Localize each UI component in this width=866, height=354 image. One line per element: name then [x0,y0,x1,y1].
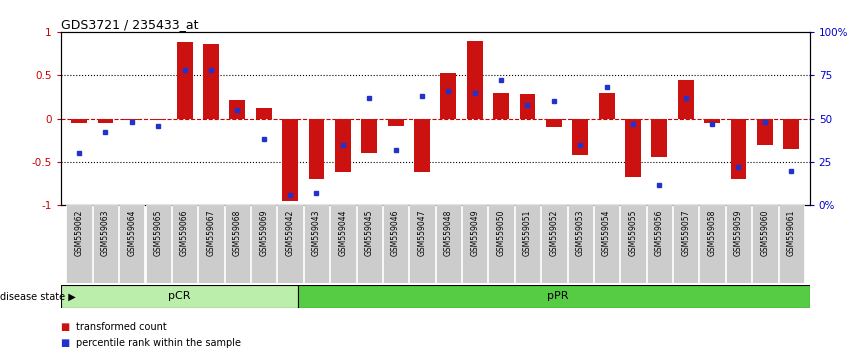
Bar [98,119,113,123]
Bar [203,44,219,119]
Text: GSM559056: GSM559056 [655,209,664,256]
Text: GSM559049: GSM559049 [470,209,479,256]
Text: GDS3721 / 235433_at: GDS3721 / 235433_at [61,18,198,31]
Text: GSM559065: GSM559065 [153,209,163,256]
Bar [255,108,272,119]
Text: GSM559047: GSM559047 [417,209,426,256]
Text: GSM559061: GSM559061 [786,209,796,256]
Bar [177,42,192,119]
Text: transformed count: transformed count [76,322,167,332]
FancyBboxPatch shape [304,205,329,283]
Text: GSM559046: GSM559046 [391,209,400,256]
Text: GSM559048: GSM559048 [444,209,453,256]
Text: GSM559060: GSM559060 [760,209,769,256]
FancyBboxPatch shape [67,205,92,283]
FancyBboxPatch shape [172,205,197,283]
FancyBboxPatch shape [488,205,514,283]
Text: pCR: pCR [168,291,191,302]
FancyBboxPatch shape [462,205,488,283]
Text: GSM559064: GSM559064 [127,209,136,256]
Text: GSM559053: GSM559053 [576,209,585,256]
FancyBboxPatch shape [357,205,382,283]
Text: GSM559063: GSM559063 [101,209,110,256]
Text: GSM559052: GSM559052 [549,209,559,256]
Text: GSM559051: GSM559051 [523,209,532,256]
Text: ■: ■ [61,322,70,332]
Text: pPR: pPR [547,291,569,302]
Bar [678,80,694,119]
Bar [388,119,404,126]
Bar [308,119,325,179]
Bar [625,119,641,177]
FancyBboxPatch shape [594,205,619,283]
FancyBboxPatch shape [567,205,593,283]
FancyBboxPatch shape [753,205,778,283]
Bar [572,119,588,155]
Bar [229,99,245,119]
Bar [441,74,456,119]
Text: GSM559069: GSM559069 [259,209,268,256]
FancyBboxPatch shape [514,205,540,283]
Bar [335,119,351,172]
FancyBboxPatch shape [120,205,145,283]
Bar [651,119,668,157]
Bar [757,119,772,144]
FancyBboxPatch shape [673,205,698,283]
FancyBboxPatch shape [436,205,461,283]
Text: GSM559067: GSM559067 [206,209,216,256]
Bar [784,119,799,149]
FancyBboxPatch shape [198,205,223,283]
Text: GSM559059: GSM559059 [734,209,743,256]
Bar [704,119,720,123]
FancyBboxPatch shape [383,205,408,283]
Bar [494,93,509,119]
Text: disease state ▶: disease state ▶ [0,291,75,302]
FancyBboxPatch shape [145,205,171,283]
FancyBboxPatch shape [277,205,303,283]
Text: GSM559044: GSM559044 [339,209,347,256]
Bar [520,94,535,119]
Text: GSM559066: GSM559066 [180,209,189,256]
Text: percentile rank within the sample: percentile rank within the sample [76,338,242,348]
FancyBboxPatch shape [224,205,250,283]
Text: GSM559045: GSM559045 [365,209,374,256]
Bar [731,119,746,179]
FancyBboxPatch shape [726,205,751,283]
Text: GSM559068: GSM559068 [233,209,242,256]
FancyBboxPatch shape [298,285,810,308]
FancyBboxPatch shape [647,205,672,283]
FancyBboxPatch shape [61,285,298,308]
FancyBboxPatch shape [700,205,725,283]
Text: GSM559058: GSM559058 [708,209,717,256]
Text: GSM559043: GSM559043 [312,209,321,256]
FancyBboxPatch shape [779,205,804,283]
Text: GSM559050: GSM559050 [496,209,506,256]
Bar [151,119,166,120]
FancyBboxPatch shape [620,205,646,283]
Text: GSM559055: GSM559055 [629,209,637,256]
FancyBboxPatch shape [410,205,435,283]
Text: ■: ■ [61,338,70,348]
Text: GSM559054: GSM559054 [602,209,611,256]
Text: GSM559057: GSM559057 [682,209,690,256]
FancyBboxPatch shape [251,205,276,283]
Bar [282,119,298,201]
FancyBboxPatch shape [330,205,356,283]
Bar [361,119,377,153]
Text: GSM559062: GSM559062 [74,209,84,256]
Bar [598,93,615,119]
Bar [124,119,139,120]
Bar [467,41,482,119]
FancyBboxPatch shape [93,205,118,283]
Text: GSM559042: GSM559042 [286,209,294,256]
Bar [546,119,562,127]
FancyBboxPatch shape [541,205,566,283]
Bar [414,119,430,172]
Bar [71,119,87,123]
